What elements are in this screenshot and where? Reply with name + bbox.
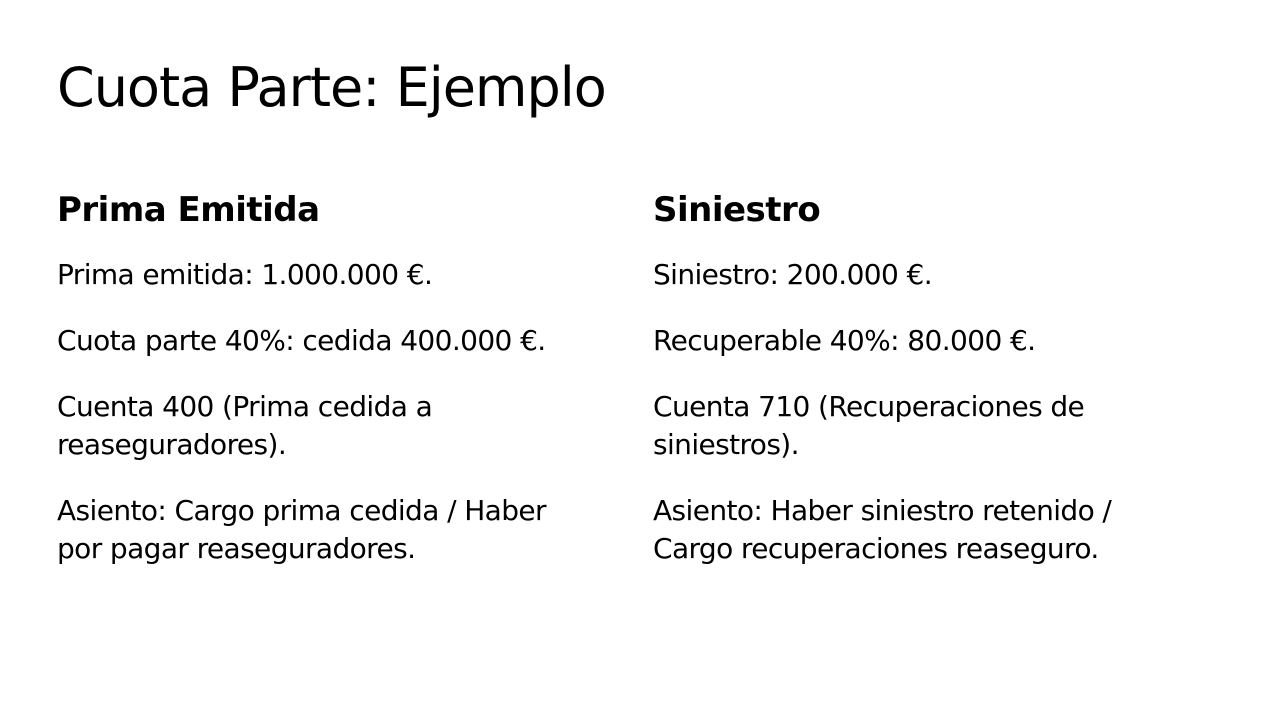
column-heading: Prima Emitida [57, 190, 320, 230]
list-item: Siniestro: 200.000 €. [653, 258, 933, 291]
siniestro-column: Siniestro Siniestro: 200.000 €. Recupera… [653, 190, 1173, 596]
list-item: Cuenta 710 (Recuperaciones de siniestros… [653, 390, 1085, 461]
list-item: Cuenta 400 (Prima cedida a reaseguradore… [57, 390, 433, 461]
list-item: Prima emitida: 1.000.000 €. [57, 258, 433, 291]
list-item: Asiento: Cargo prima cedida / Haber por … [57, 494, 547, 565]
list-item: Asiento: Haber siniestro retenido / Carg… [653, 494, 1112, 565]
column-heading: Siniestro [653, 190, 821, 230]
prima-emitida-column: Prima Emitida Prima emitida: 1.000.000 €… [57, 190, 577, 596]
list-item: Cuota parte 40%: cedida 400.000 €. [57, 324, 546, 357]
slide-title: Cuota Parte: Ejemplo [57, 56, 607, 119]
list-item: Recuperable 40%: 80.000 €. [653, 324, 1036, 357]
